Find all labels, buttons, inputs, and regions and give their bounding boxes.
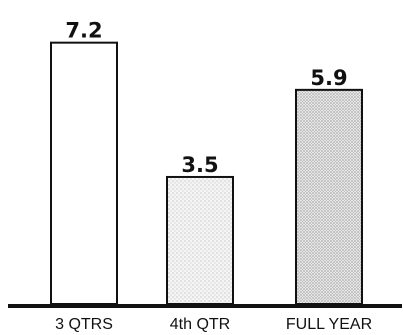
data-labels-group: 7.2 3.5 5.9 — [65, 19, 347, 177]
category-label: 3 QTRS — [55, 316, 113, 333]
bar-full-year — [295, 88, 363, 305]
category-label: 4th QTR — [170, 316, 230, 333]
bar-3-qtrs — [50, 41, 118, 306]
category-labels-group: 3 QTRS 4th QTR FULL YEAR — [55, 316, 372, 333]
data-label: 7.2 — [65, 19, 102, 43]
category-label: FULL YEAR — [286, 316, 372, 333]
bars-group — [50, 41, 363, 306]
bar-4th-qtr — [166, 175, 234, 306]
data-label: 3.5 — [181, 153, 218, 177]
data-label: 5.9 — [310, 66, 347, 90]
